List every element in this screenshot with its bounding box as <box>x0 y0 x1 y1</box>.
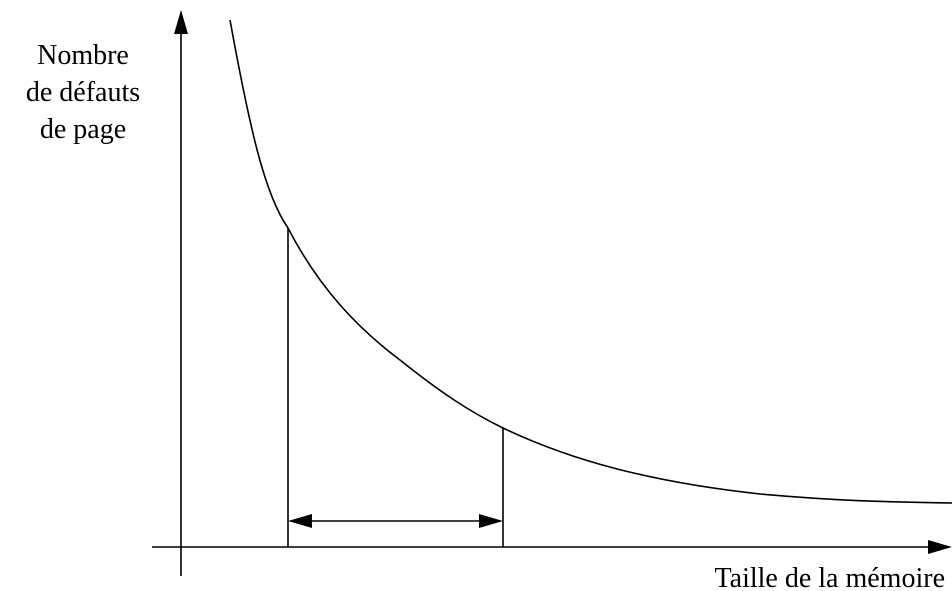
y-axis-label: de défauts <box>26 77 140 108</box>
range-arrow-right <box>479 514 503 528</box>
fault-curve <box>229 19 952 504</box>
range-arrow-left <box>288 514 312 528</box>
x-axis-arrow <box>928 540 952 554</box>
y-axis-label: Nombre <box>37 40 129 71</box>
x-axis-label: Taille de la mémoire <box>715 563 946 591</box>
y-axis-arrow <box>174 10 188 34</box>
y-axis-label: de page <box>40 114 126 145</box>
